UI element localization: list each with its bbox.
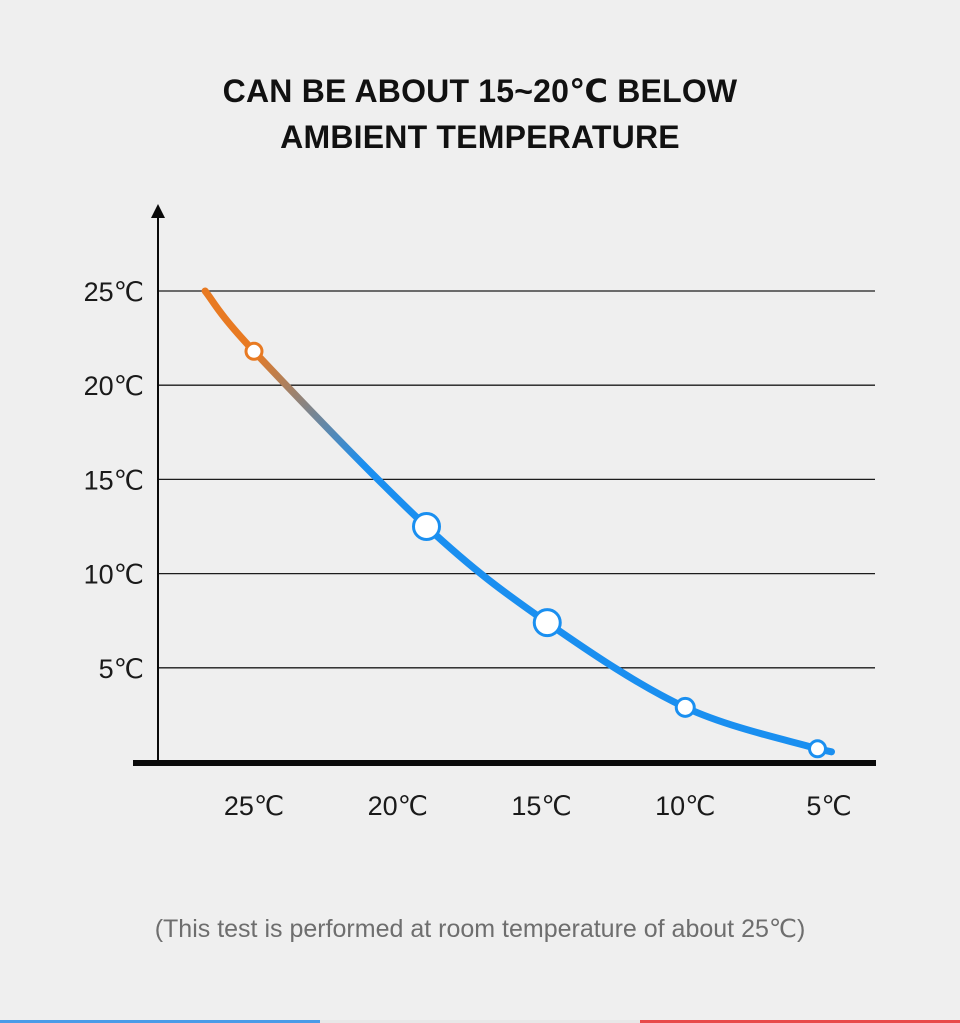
- x-tick-label: 15℃: [511, 791, 571, 821]
- x-tick-label: 20℃: [368, 791, 428, 821]
- x-tick-label: 10℃: [655, 791, 715, 821]
- data-point-marker: [244, 341, 264, 361]
- axes: [133, 204, 876, 766]
- chart-title-line-1: CAN BE ABOUT 15~20℃ BELOW: [222, 73, 738, 109]
- bottom-bar-segment: [640, 1020, 960, 1023]
- series-curve: [201, 287, 835, 756]
- data-point-marker: [808, 739, 827, 759]
- bottom-accent-bar: [0, 1020, 960, 1023]
- bottom-bar-segment: [320, 1020, 640, 1023]
- footnote: (This test is performed at room temperat…: [154, 915, 806, 943]
- x-tick-labels: 25℃ 20℃ 15℃ 10℃ 5℃: [224, 791, 852, 821]
- y-tick-label: 20℃: [84, 371, 144, 401]
- series-line: [201, 287, 835, 756]
- y-tick-label: 5℃: [99, 654, 144, 684]
- chart-title-line-2: AMBIENT TEMPERATURE: [280, 119, 680, 155]
- y-tick-label: 15℃: [84, 465, 144, 495]
- data-point-marker: [674, 696, 696, 718]
- x-tick-label: 5℃: [806, 791, 851, 821]
- y-tick-labels: 25℃ 20℃ 15℃ 10℃ 5℃: [84, 277, 144, 684]
- y-axis-arrow: [151, 204, 165, 218]
- y-tick-label: 10℃: [84, 560, 144, 590]
- grid-lines: [158, 290, 875, 669]
- bottom-bar-segment: [0, 1020, 320, 1023]
- y-tick-label: 25℃: [84, 277, 144, 307]
- x-tick-label: 25℃: [224, 791, 284, 821]
- data-point-marker: [532, 608, 562, 638]
- series-markers: [244, 341, 827, 759]
- chart-title: CAN BE ABOUT 15~20℃ BELOW AMBIENT TEMPER…: [0, 68, 960, 160]
- data-point-marker: [412, 512, 441, 541]
